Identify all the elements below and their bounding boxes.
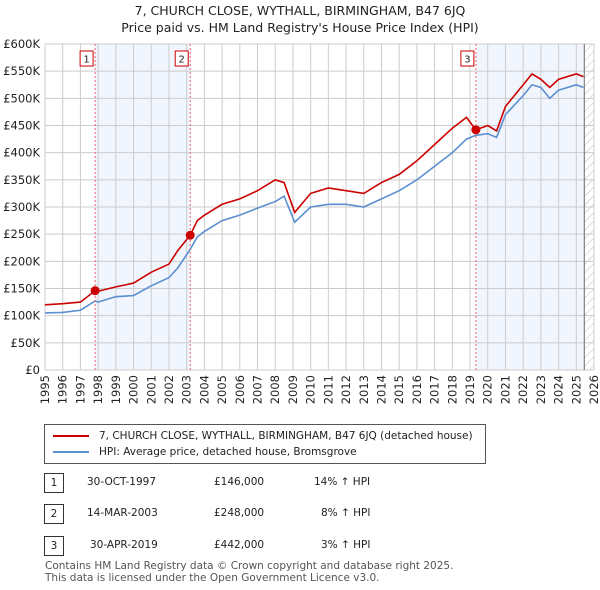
- transaction-row: 3 30-APR-2019 £442,000 3% ↑ HPI: [44, 536, 544, 556]
- x-tick-label: 2018: [445, 375, 459, 404]
- x-tick-label: 2024: [552, 375, 566, 404]
- x-tick-label: 2006: [233, 375, 247, 404]
- x-tick-label: 2008: [268, 375, 282, 404]
- y-tick-label: £50K: [11, 336, 41, 350]
- price-chart: 1 2 3 £0 £50K £100K £150K £200K £250K £300K £350K £…: [3, 37, 600, 404]
- x-tick-label: 2012: [339, 375, 353, 404]
- transaction-price: £248,000: [214, 507, 265, 519]
- x-tick-label: 2021: [498, 375, 512, 404]
- chart-title: 7, CHURCH CLOSE, WYTHALL, BIRMINGHAM, B4…: [134, 3, 466, 18]
- x-tick-label: 2022: [516, 375, 530, 404]
- x-tick-label: 1998: [91, 375, 105, 404]
- sale-label-box: [174, 50, 189, 67]
- transaction-hpi: 3% ↑ HPI: [321, 539, 371, 551]
- transaction-date: 14-MAR-2003: [87, 507, 158, 519]
- legend-swatch-hpi: [53, 451, 89, 453]
- sale-label: 1: [83, 55, 89, 66]
- y-tick-label: £500K: [3, 91, 40, 105]
- x-tick-label: 2004: [197, 375, 211, 404]
- footer-copyright: Contains HM Land Registry data © Crown c…: [45, 560, 454, 572]
- y-tick-label: £200K: [3, 254, 40, 268]
- x-tick-label: 2019: [463, 375, 477, 404]
- transaction-date: 30-APR-2019: [90, 539, 158, 551]
- transaction-row: 2 14-MAR-2003 £248,000 8% ↑ HPI: [44, 504, 544, 524]
- chart-subtitle: Price paid vs. HM Land Registry's House …: [121, 20, 479, 35]
- legend-swatch-property: [53, 435, 89, 437]
- x-tick-label: 2013: [357, 375, 371, 404]
- x-tick-label: 2014: [374, 375, 388, 404]
- x-tick-label: 2000: [127, 375, 141, 404]
- sale-label: 2: [179, 55, 185, 66]
- transaction-price: £146,000: [214, 476, 265, 488]
- y-tick-label: £550K: [3, 64, 40, 78]
- sale-point: [90, 286, 100, 296]
- y-tick-label: £600K: [3, 37, 40, 51]
- transaction-badge: 2: [44, 504, 64, 524]
- transaction-badge: 3: [44, 536, 64, 556]
- y-tick-label: £100K: [3, 309, 40, 323]
- x-tick-label: 2023: [534, 375, 548, 404]
- x-tick-label: 2005: [215, 375, 229, 404]
- x-tick-label: 2011: [321, 375, 335, 404]
- x-tick-label: 2007: [251, 375, 265, 404]
- y-tick-label: £350K: [3, 173, 40, 187]
- y-tick-label: £250K: [3, 227, 40, 241]
- sale-point: [471, 125, 481, 135]
- chart-legend: 7, CHURCH CLOSE, WYTHALL, BIRMINGHAM, B4…: [44, 424, 486, 464]
- transaction-hpi: 8% ↑ HPI: [321, 507, 371, 519]
- sale-point: [185, 230, 195, 240]
- x-tick-label: 1995: [38, 375, 52, 404]
- x-tick-label: 2017: [428, 375, 442, 404]
- x-tick-label: 2016: [410, 375, 424, 404]
- sale-label-box: [79, 50, 94, 67]
- x-tick-label: 1997: [73, 375, 87, 404]
- x-tick-label: 1999: [109, 375, 123, 404]
- transaction-price: £442,000: [214, 539, 265, 551]
- y-tick-label: £0: [25, 363, 40, 377]
- footer: Contains HM Land Registry data © Crown c…: [45, 560, 453, 584]
- x-tick-label: 2009: [286, 375, 300, 404]
- transaction-badge: 1: [44, 473, 64, 493]
- y-tick-label: £450K: [3, 119, 40, 133]
- legend-property: 7, CHURCH CLOSE, WYTHALL, BIRMINGHAM, B4…: [99, 430, 473, 442]
- x-tick-label: 2025: [569, 375, 583, 404]
- legend-hpi: HPI: Average price, detached house, Brom…: [99, 446, 357, 458]
- y-tick-label: £300K: [3, 200, 40, 214]
- sale-label: 3: [464, 55, 470, 66]
- transaction-hpi: 14% ↑ HPI: [314, 476, 371, 488]
- footer-licence: This data is licensed under the Open Gov…: [45, 572, 380, 584]
- x-tick-label: 2020: [481, 375, 495, 404]
- x-tick-label: 2002: [162, 375, 176, 404]
- x-tick-label: 2010: [304, 375, 318, 404]
- x-tick-label: 2026: [587, 375, 600, 404]
- y-tick-label: £150K: [3, 282, 40, 296]
- x-tick-label: 1996: [56, 375, 70, 404]
- x-tick-label: 2001: [144, 375, 158, 404]
- series-line: [44, 83, 584, 314]
- transaction-date: 30-OCT-1997: [87, 476, 156, 488]
- series-line: [44, 72, 584, 306]
- x-tick-label: 2003: [180, 375, 194, 404]
- y-tick-label: £400K: [3, 146, 40, 160]
- sale-label-box: [460, 50, 475, 67]
- x-tick-label: 2015: [392, 375, 406, 404]
- transaction-row: 1 30-OCT-1997 £146,000 14% ↑ HPI: [44, 473, 544, 493]
